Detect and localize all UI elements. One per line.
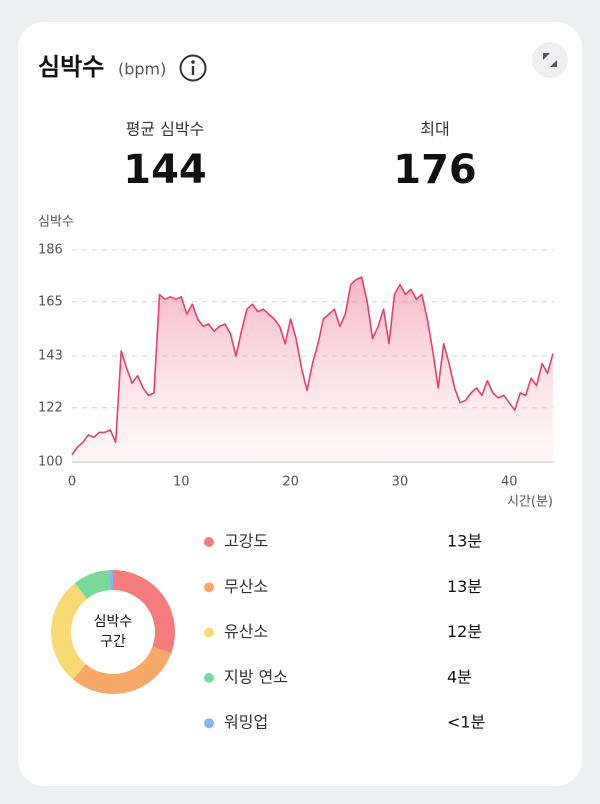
area [72,277,553,462]
y-axis-label: 심박수 [38,215,74,230]
legend-dot [204,582,214,593]
donut-label: 심박수 [94,614,133,630]
expand-button[interactable] [532,42,568,78]
y-tick-label: 100 [38,455,63,470]
legend-dot [204,627,214,638]
donut-segment [72,646,172,694]
zone-value: <1분 [447,713,485,732]
donut-segment [51,583,88,680]
x-tick-label: 40 [501,475,518,490]
zone-name: 고강도 [224,532,268,551]
zone-value: 12분 [447,622,482,641]
donut-segment [74,570,111,600]
stat-label: 평균 심박수 [126,120,205,139]
stat-label: 최대 [420,120,449,139]
zone-value: 13분 [447,532,482,551]
x-tick-label: 10 [173,475,190,490]
x-tick-label: 0 [68,475,76,490]
stat-value: 176 [393,147,477,193]
zone-value: 13분 [447,577,482,596]
zone-name: 지방 연소 [224,667,288,686]
y-tick-label: 186 [38,243,63,258]
line [71,276,554,456]
y-tick-label: 143 [38,349,63,364]
stat-value: 144 [123,147,207,193]
donut-segment [112,570,175,654]
zone-value: 4분 [447,667,472,686]
zone-name: 워밍업 [224,713,268,732]
unit: (bpm) [118,60,166,79]
x-tick-label: 20 [282,475,299,490]
title: 심박수 [38,53,104,81]
x-tick-label: 30 [392,475,409,490]
y-tick-label: 122 [38,400,63,415]
info-button[interactable] [179,54,207,82]
zone-name: 무산소 [224,577,268,596]
donut-label: 구간 [100,634,126,650]
y-tick-label: 165 [38,294,63,309]
legend-dot [204,537,214,547]
x-axis-label: 시간(분) [507,495,553,510]
zone-name: 유산소 [224,622,268,641]
legend-dot [204,672,214,683]
legend-dot [204,718,214,729]
